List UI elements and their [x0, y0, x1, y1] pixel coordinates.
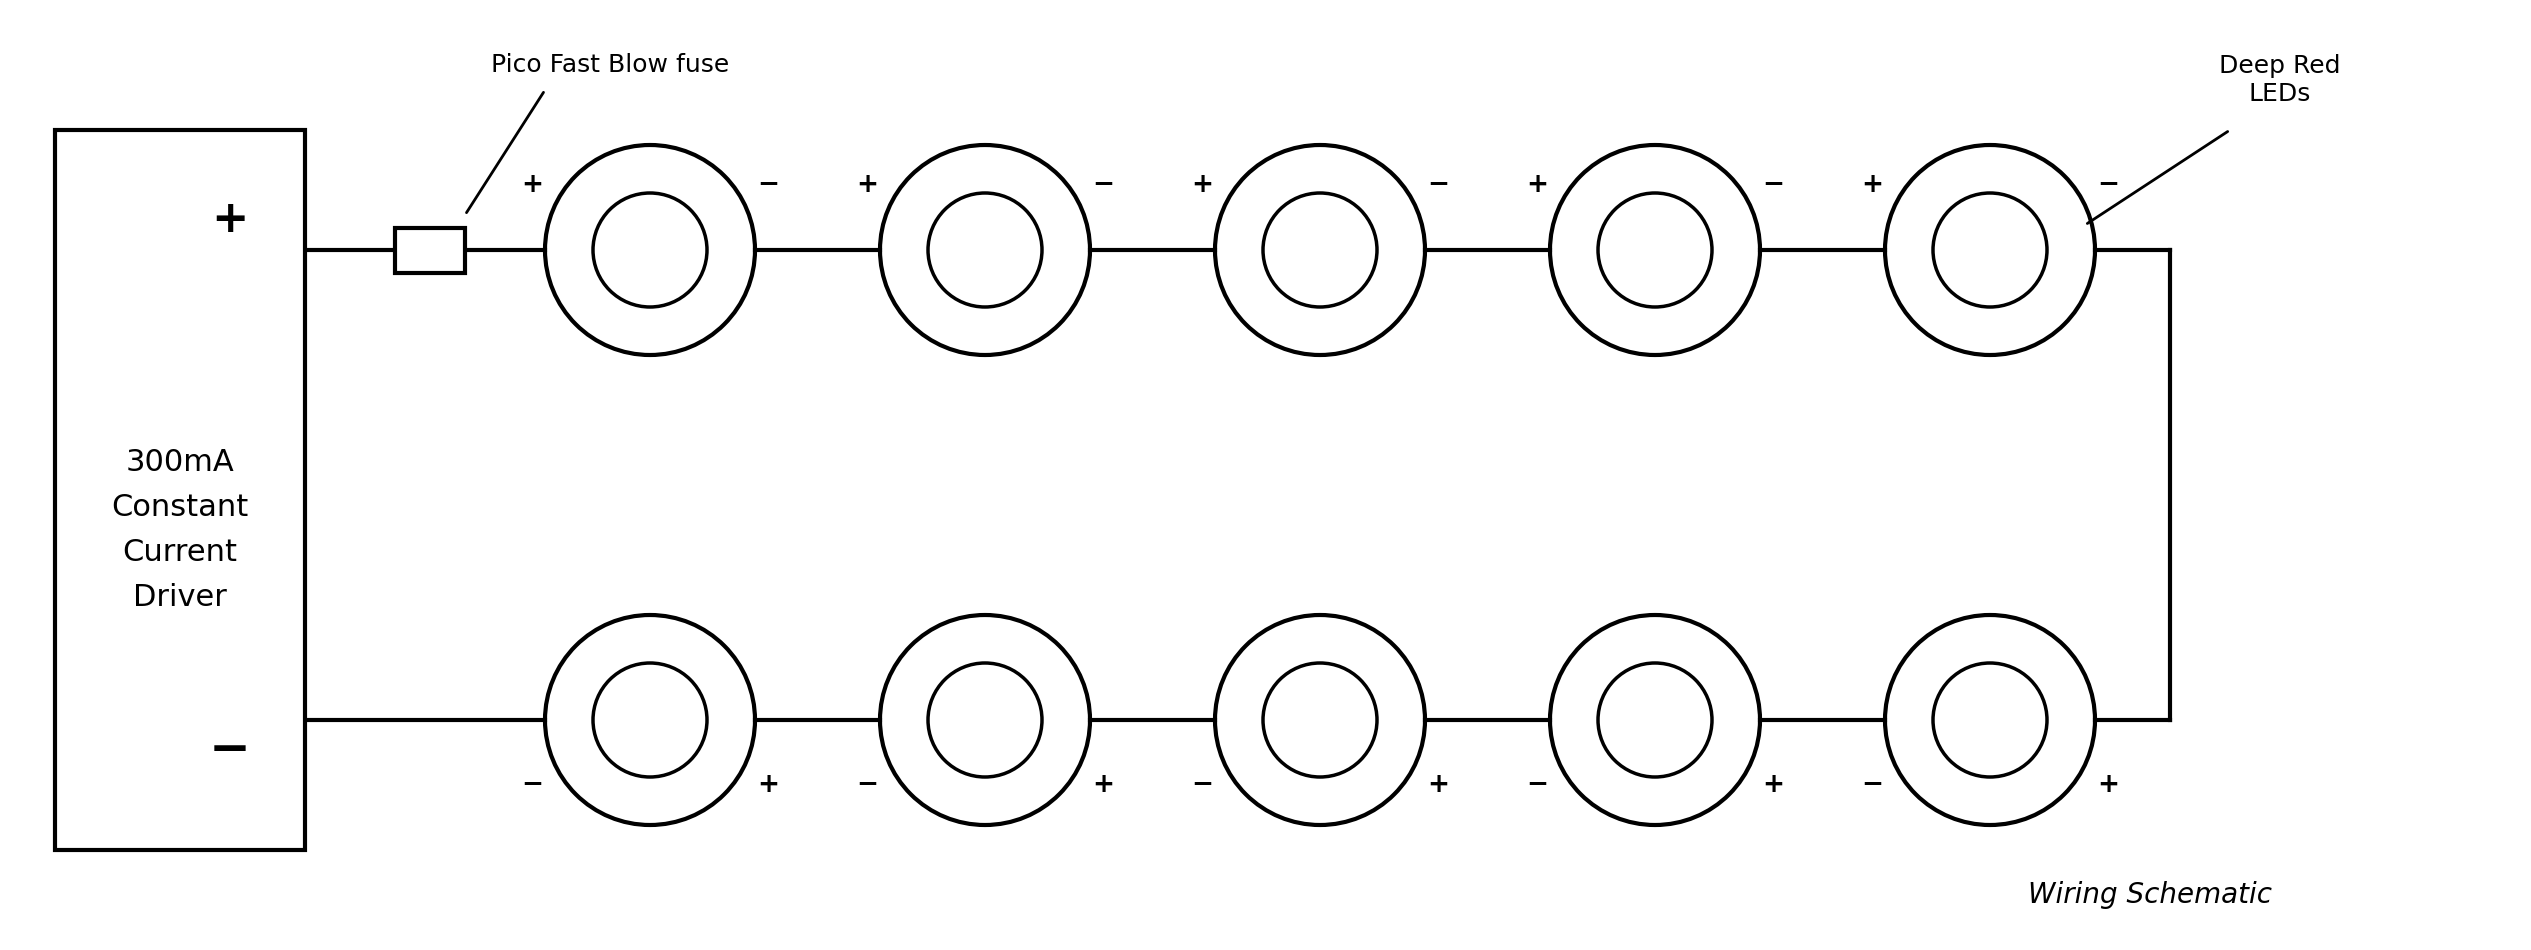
Text: −: − — [210, 726, 251, 774]
Text: −: − — [757, 172, 780, 198]
Text: +: + — [1192, 172, 1212, 198]
Text: +: + — [1427, 772, 1450, 798]
Text: +: + — [2098, 772, 2118, 798]
Text: Pico Fast Blow fuse: Pico Fast Blow fuse — [491, 53, 729, 77]
Text: +: + — [855, 172, 878, 198]
Text: 300mA
Constant
Current
Driver: 300mA Constant Current Driver — [111, 447, 248, 612]
Text: +: + — [1526, 172, 1549, 198]
Text: −: − — [2098, 172, 2118, 198]
Text: −: − — [1526, 772, 1549, 798]
Text: −: − — [1192, 772, 1212, 798]
Text: +: + — [757, 772, 780, 798]
Text: +: + — [210, 199, 248, 241]
Bar — [56, 130, 306, 850]
Text: Deep Red
LEDs: Deep Red LEDs — [2220, 54, 2341, 105]
Text: +: + — [1860, 172, 1883, 198]
Text: −: − — [1091, 172, 1114, 198]
Text: −: − — [1860, 772, 1883, 798]
Text: −: − — [855, 772, 878, 798]
Text: −: − — [1427, 172, 1450, 198]
Text: −: − — [521, 772, 544, 798]
Text: +: + — [521, 172, 544, 198]
Text: +: + — [1091, 772, 1114, 798]
Bar — [395, 227, 466, 273]
Text: −: − — [1762, 172, 1784, 198]
Text: Wiring Schematic: Wiring Schematic — [2027, 881, 2273, 909]
Text: +: + — [1762, 772, 1784, 798]
